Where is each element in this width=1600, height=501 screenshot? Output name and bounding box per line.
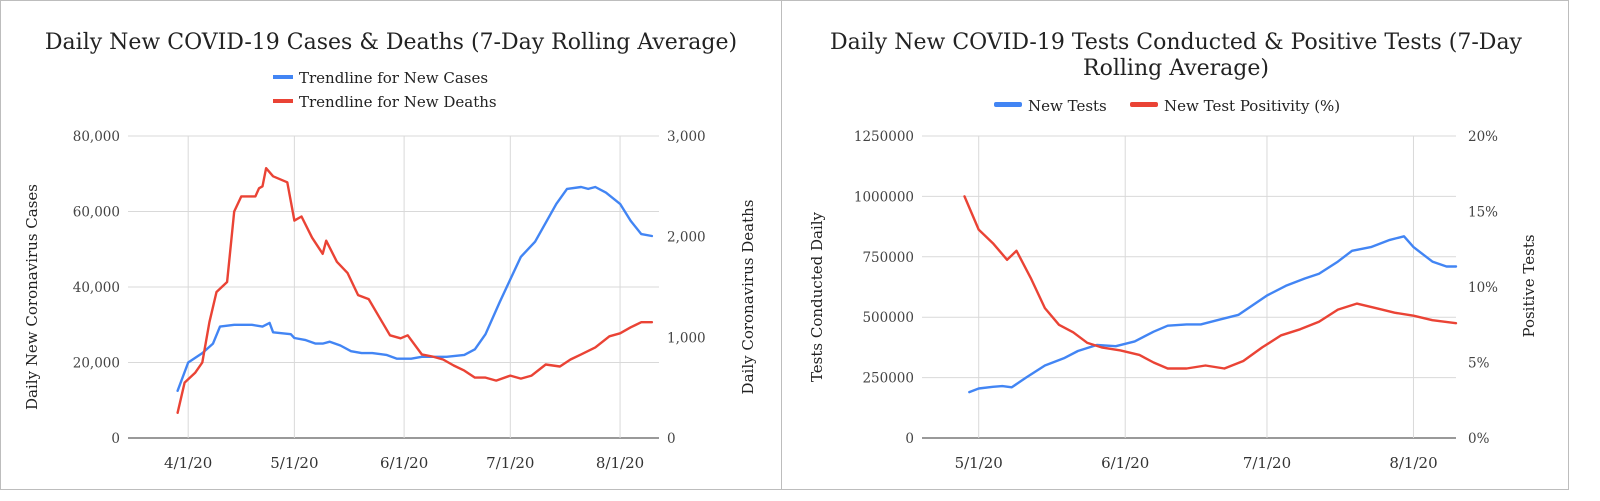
grid [128,135,659,439]
y-left-tick-label: 40,000 [73,280,120,296]
tests-positivity-chart: Daily New COVID-19 Tests Conducted & Pos… [808,30,1538,472]
tests-positivity-chart-panel: Daily New COVID-19 Tests Conducted & Pos… [781,0,1569,490]
y-axis-left-title: Tests Conducted Daily [808,211,826,382]
series-lines [963,195,1458,394]
chart-title: Daily New COVID-19 Cases & Deaths (7-Day… [45,30,737,55]
y-axis-right-title: Positive Tests [1520,234,1538,337]
y-left-tick-label: 20,000 [73,356,120,372]
x-tick-label: 8/1/20 [596,454,644,472]
legend-swatch-positivity [1130,102,1158,107]
axis-ticks: 0 20,000 40,000 60,000 80,000 0 1,000 2,000 3,00… [73,129,706,472]
y-right-tick-label: 3,000 [667,129,706,145]
cases-deaths-chart: Daily New COVID-19 Cases & Deaths (7-Day… [23,30,757,472]
series-line-trendline-for-new-deaths [176,166,654,414]
y-right-tick-label: 10% [1468,280,1498,296]
legend-swatch-cases [273,75,293,79]
legend: Trendline for New Cases Trendline for Ne… [273,69,497,111]
cases-deaths-chart-panel: Daily New COVID-19 Cases & Deaths (7-Day… [0,0,782,490]
grid [922,135,1456,439]
series-lines [176,166,654,414]
y-right-tick-label: 1,000 [667,330,706,346]
y-left-tick-label: 0 [905,431,914,447]
x-tick-label: 8/1/20 [1389,454,1437,472]
chart-title-line-2: Rolling Average) [1083,56,1269,81]
legend-label-cases: Trendline for New Cases [299,69,488,87]
y-right-tick-label: 20% [1468,129,1498,145]
y-right-tick-label: 0% [1468,431,1490,447]
series-line-trendline-for-new-cases [176,185,654,392]
y-left-tick-label: 250000 [862,371,914,387]
y-axis-left-title: Daily New Coronavirus Cases [23,184,41,410]
y-left-tick-label: 1250000 [854,129,914,145]
y-right-tick-label: 2,000 [667,230,706,246]
x-tick-label: 6/1/20 [1101,454,1149,472]
series-line-new-test-positivity [963,195,1458,370]
y-right-tick-label: 15% [1468,205,1498,221]
y-axis-right-title: Daily Coronavirus Deaths [739,200,757,395]
legend-swatch-deaths [273,99,293,103]
legend-label-deaths: Trendline for New Deaths [299,93,497,111]
y-left-tick-label: 500000 [862,310,914,326]
axis-ticks: 0 250000 500000 750000 1000000 1250000 0% 5% 10%… [854,129,1498,472]
legend-label-tests: New Tests [1028,97,1107,115]
legend-label-positivity: New Test Positivity (%) [1164,97,1340,115]
y-right-tick-label: 5% [1468,356,1490,372]
y-left-tick-label: 1000000 [854,189,914,205]
x-tick-label: 6/1/20 [380,454,428,472]
y-right-tick-label: 0 [667,431,676,447]
chart-title-line-1: Daily New COVID-19 Tests Conducted & Pos… [830,30,1523,55]
y-left-tick-label: 750000 [862,250,914,266]
series-line-new-tests [968,235,1458,394]
x-tick-label: 7/1/20 [486,454,534,472]
x-tick-label: 7/1/20 [1243,454,1291,472]
x-tick-label: 5/1/20 [270,454,318,472]
x-tick-label: 5/1/20 [955,454,1003,472]
x-tick-label: 4/1/20 [164,454,212,472]
y-left-tick-label: 0 [111,431,120,447]
legend-swatch-tests [994,102,1022,107]
legend: New Tests New Test Positivity (%) [994,97,1340,115]
y-left-tick-label: 60,000 [73,205,120,221]
y-left-tick-label: 80,000 [73,129,120,145]
